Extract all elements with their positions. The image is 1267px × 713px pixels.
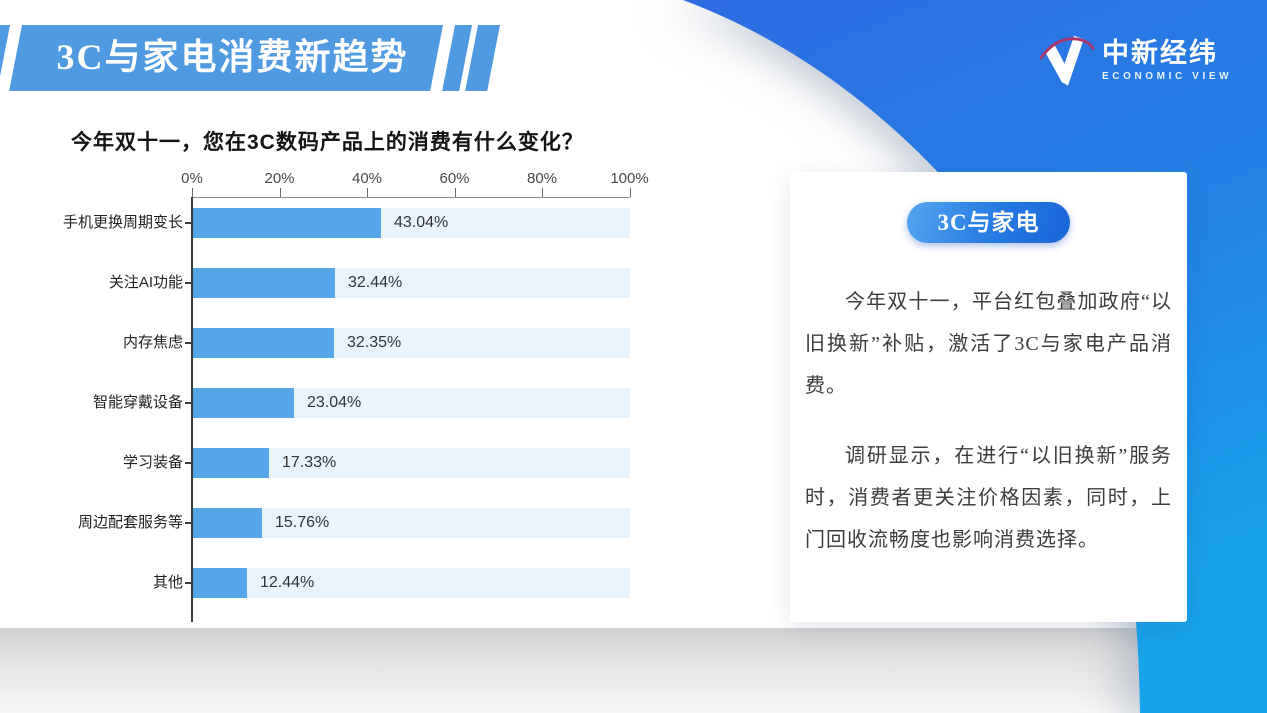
bar xyxy=(193,388,294,418)
bar-track: 23.04% xyxy=(193,388,630,418)
logo-subtitle: ECONOMIC VIEW xyxy=(1102,71,1233,82)
logo-check-icon xyxy=(1040,35,1095,86)
category-tick xyxy=(185,282,192,284)
bar-track: 15.76% xyxy=(193,508,630,538)
summary-text: 今年双十一，平台红包叠加政府“以旧换新”补贴，激活了3C与家电产品消费。 调研显示… xyxy=(790,281,1187,561)
bottom-gray-band xyxy=(0,628,1267,713)
x-tick-mark xyxy=(629,188,631,197)
bar-track: 17.33% xyxy=(193,448,630,478)
brand-logo: 中新经纬 ECONOMIC VIEW xyxy=(1040,30,1232,94)
category-label: 关注AI功能 xyxy=(108,274,183,291)
x-tick-mark xyxy=(542,188,543,197)
bar-value-label: 15.76% xyxy=(275,514,330,531)
logo-name: 中新经纬 xyxy=(1102,38,1218,68)
x-tick-label: 100% xyxy=(610,170,649,187)
bar-value-label: 12.44% xyxy=(260,574,315,591)
bar xyxy=(193,268,335,298)
bar-track: 32.44% xyxy=(193,268,630,298)
y-axis-line xyxy=(191,197,193,622)
summary-card: 3C与家电 今年双十一，平台红包叠加政府“以旧换新”补贴，激活了3C与家电产品消… xyxy=(790,172,1187,622)
x-tick-mark xyxy=(367,188,368,197)
summary-paragraph: 调研显示，在进行“以旧换新”服务时，消费者更关注价格因素，同时，上门回收流畅度也… xyxy=(805,445,1172,551)
category-label: 手机更换周期变长 xyxy=(62,214,183,231)
summary-paragraph: 今年双十一，平台红包叠加政府“以旧换新”补贴，激活了3C与家电产品消费。 xyxy=(805,291,1172,397)
category-tick xyxy=(185,402,192,404)
category-tick xyxy=(185,342,192,344)
category-label: 其他 xyxy=(152,574,183,591)
bar-value-label: 32.44% xyxy=(348,274,403,291)
bar-track: 12.44% xyxy=(193,568,630,598)
x-tick-label: 0% xyxy=(181,170,203,187)
category-label: 内存焦虑 xyxy=(122,334,183,351)
bar-track: 32.35% xyxy=(193,328,630,358)
x-tick-mark xyxy=(279,188,281,197)
bar xyxy=(193,568,247,598)
x-tick-label: 80% xyxy=(526,170,558,187)
x-tick-mark xyxy=(192,188,193,197)
x-tick-label: 60% xyxy=(439,170,470,187)
bar-value-label: 23.04% xyxy=(307,394,362,411)
category-tick xyxy=(185,522,192,524)
bar-track: 43.04% xyxy=(193,208,630,238)
bar xyxy=(193,208,381,238)
category-label: 智能穿戴设备 xyxy=(92,394,183,411)
bar-value-label: 43.04% xyxy=(394,214,449,231)
bar-value-label: 32.35% xyxy=(347,334,402,351)
bar xyxy=(193,448,269,478)
bar-value-label: 17.33% xyxy=(282,454,337,471)
x-tick-label: 40% xyxy=(351,170,383,187)
page-title-banner: 3C与家电消费新趋势 xyxy=(9,25,444,91)
category-label: 周边配套服务等 xyxy=(77,514,183,531)
category-tick xyxy=(185,222,192,224)
x-tick-mark xyxy=(454,188,456,197)
category-tick xyxy=(185,582,192,584)
x-axis-line xyxy=(192,197,630,198)
page-title: 3C与家电消费新趋势 xyxy=(56,37,409,77)
bar xyxy=(193,508,262,538)
bar xyxy=(193,328,334,358)
category-tick xyxy=(185,462,192,464)
x-tick-label: 20% xyxy=(264,170,295,187)
chart-title: 今年双十一，您在3C数码产品上的消费有什么变化？ xyxy=(71,131,584,154)
category-label: 学习装备 xyxy=(122,454,183,471)
category-badge: 3C与家电 xyxy=(907,202,1070,243)
